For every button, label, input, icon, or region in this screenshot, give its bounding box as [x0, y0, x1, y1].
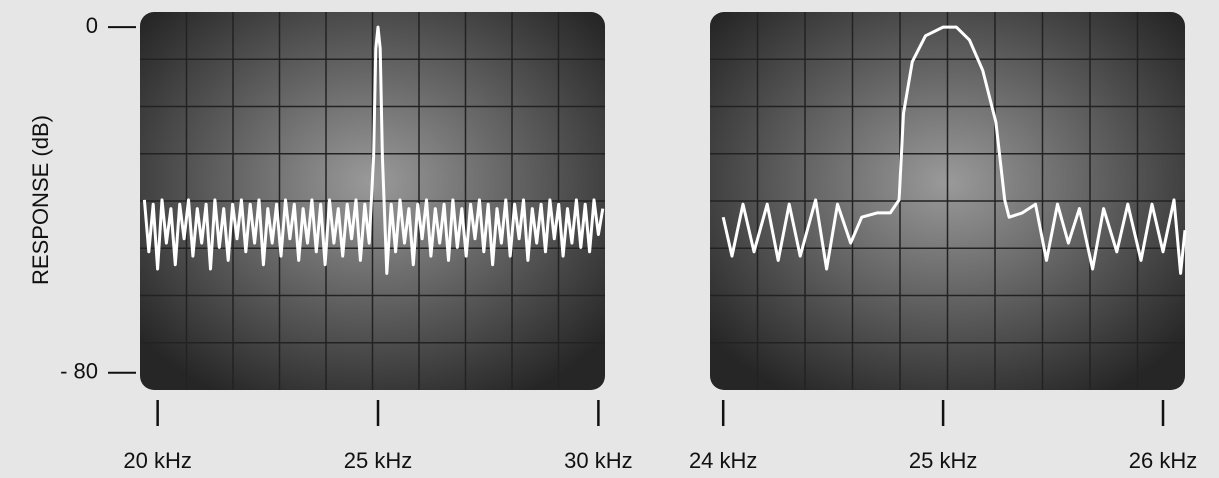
y-axis-label: RESPONSE (dB)	[28, 115, 53, 285]
x-tick-label: 30 kHz	[564, 448, 632, 473]
x-tick-label: 25 kHz	[344, 448, 412, 473]
y-tick-label: - 80	[60, 359, 98, 384]
x-tick-label: 25 kHz	[909, 448, 977, 473]
x-tick-label: 26 kHz	[1129, 448, 1197, 473]
figure: RESPONSE (dB) 20 kHz 25 kHz 30 kHz 0 - 80 24 …	[0, 0, 1219, 478]
y-tick-label: 0	[86, 13, 98, 38]
x-tick-label: 20 kHz	[123, 448, 191, 473]
x-tick-label: 24 kHz	[689, 448, 757, 473]
page: RESPONSE (dB) 20 kHz 25 kHz 30 kHz 0 - 80 24 …	[0, 0, 1219, 478]
